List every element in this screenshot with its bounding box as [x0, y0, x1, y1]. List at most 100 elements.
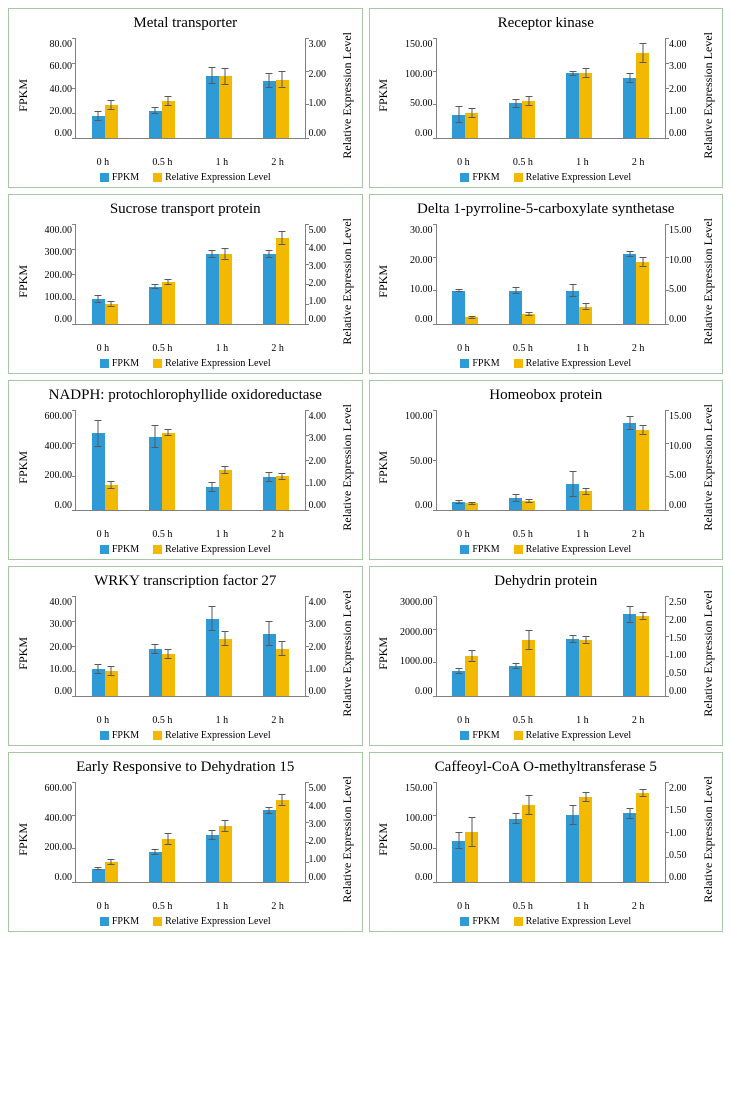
- legend: FPKMRelative Expression Level: [15, 730, 356, 741]
- chart-title: NADPH: protochlorophyllide oxidoreductas…: [15, 387, 356, 405]
- fpkm-bar: [452, 291, 465, 324]
- bar-group: [148, 839, 176, 882]
- y-axis-right-label: Relative Expression Level: [340, 35, 356, 155]
- chart-title: WRKY transcription factor 27: [15, 573, 356, 591]
- fpkm-bar: [566, 73, 579, 138]
- rel-expression-bar: [579, 307, 592, 324]
- rel-expression-bar: [276, 476, 289, 510]
- rel-expression-bar: [465, 503, 478, 510]
- chart-panel: Homeobox protein FPKM100.0050.000.00 15.00…: [369, 380, 724, 560]
- legend: FPKMRelative Expression Level: [15, 358, 356, 369]
- legend-swatch-fpkm: [100, 917, 109, 926]
- plot-area: [436, 225, 667, 325]
- chart-body: FPKM600.00400.00200.000.004.003.002.001.…: [15, 407, 356, 527]
- chart-body: FPKM30.0020.0010.000.0015.0010.005.000.0…: [376, 221, 717, 341]
- chart-title: Metal transporter: [15, 15, 356, 33]
- rel-expression-bar: [522, 501, 535, 510]
- bar-group: [451, 832, 479, 882]
- fpkm-bar: [509, 291, 522, 324]
- legend-swatch-rel: [514, 731, 523, 740]
- y-axis-left-label: FPKM: [376, 407, 392, 527]
- plot-area: [436, 39, 667, 139]
- rel-expression-bar: [579, 640, 592, 696]
- bar-group: [91, 299, 119, 324]
- fpkm-bar: [623, 813, 636, 882]
- bar-group: [508, 291, 536, 324]
- chart-title: Homeobox protein: [376, 387, 717, 405]
- x-axis-labels: 0 h0.5 h1 h2 h: [436, 157, 667, 168]
- bar-group: [205, 254, 233, 324]
- bar-group: [205, 470, 233, 510]
- fpkm-bar: [149, 111, 162, 139]
- y-axis-left-ticks: 40.0030.0020.0010.000.00: [31, 597, 75, 697]
- chart-title: Sucrose transport protein: [15, 201, 356, 219]
- legend: FPKMRelative Expression Level: [376, 730, 717, 741]
- legend-swatch-fpkm: [100, 359, 109, 368]
- legend-item-fpkm: FPKM: [460, 172, 499, 183]
- plot-area: [75, 225, 306, 325]
- y-axis-right-ticks: 5.004.003.002.001.000.00: [306, 783, 340, 883]
- y-axis-left-ticks: 100.0050.000.00: [392, 411, 436, 511]
- legend: FPKMRelative Expression Level: [15, 172, 356, 183]
- legend: FPKMRelative Expression Level: [15, 916, 356, 927]
- fpkm-bar: [452, 115, 465, 138]
- y-axis-left-ticks: 150.00100.0050.000.00: [392, 39, 436, 139]
- plot-area: [436, 783, 667, 883]
- bar-group: [622, 614, 650, 696]
- rel-expression-bar: [465, 656, 478, 696]
- legend: FPKMRelative Expression Level: [376, 916, 717, 927]
- rel-expression-bar: [219, 470, 232, 510]
- legend-swatch-fpkm: [100, 731, 109, 740]
- bar-group: [451, 113, 479, 138]
- rel-expression-bar: [162, 433, 175, 511]
- chart-body: FPKM100.0050.000.00 15.0010.005.000.00Rel…: [376, 407, 717, 527]
- fpkm-bar: [566, 484, 579, 510]
- chart-body: FPKM600.00400.00200.000.005.004.003.002.…: [15, 779, 356, 899]
- bar-group: [451, 291, 479, 324]
- bar-group: [91, 862, 119, 882]
- bar-group: [148, 433, 176, 511]
- rel-expression-bar: [636, 616, 649, 696]
- bar-group: [565, 73, 593, 138]
- x-axis-labels: 0 h0.5 h1 h2 h: [436, 901, 667, 912]
- legend-item-rel: Relative Expression Level: [153, 544, 271, 555]
- y-axis-right-ticks: 15.0010.005.000.00: [666, 411, 700, 511]
- fpkm-bar: [149, 649, 162, 697]
- legend-swatch-rel: [514, 917, 523, 926]
- bar-group: [91, 669, 119, 697]
- chart-title: Delta 1-pyrroline-5-carboxylate syntheta…: [376, 201, 717, 219]
- legend: FPKMRelative Expression Level: [376, 172, 717, 183]
- bar-group: [451, 502, 479, 510]
- plot-area: [75, 411, 306, 511]
- y-axis-left-label: FPKM: [376, 779, 392, 899]
- legend-swatch-fpkm: [460, 359, 469, 368]
- bar-group: [508, 805, 536, 883]
- chart-panel: Caffeoyl-CoA O-methyltransferase 5FPKM15…: [369, 752, 724, 932]
- y-axis-left-ticks: 30.0020.0010.000.00: [392, 225, 436, 325]
- y-axis-right-label: Relative Expression Level: [700, 221, 716, 341]
- bar-group: [451, 656, 479, 696]
- legend-item-fpkm: FPKM: [100, 544, 139, 555]
- legend-item-rel: Relative Expression Level: [514, 730, 632, 741]
- y-axis-right-label: Relative Expression Level: [700, 779, 716, 899]
- chart-grid: Metal transporterFPKM80.0060.0040.0020.0…: [8, 8, 723, 932]
- fpkm-bar: [263, 810, 276, 882]
- bar-group: [622, 254, 650, 324]
- legend-swatch-fpkm: [100, 173, 109, 182]
- legend-swatch-rel: [153, 545, 162, 554]
- bar-group: [148, 649, 176, 697]
- y-axis-left-ticks: 600.00400.00200.000.00: [31, 411, 75, 511]
- fpkm-bar: [452, 502, 465, 510]
- rel-expression-bar: [219, 76, 232, 138]
- fpkm-bar: [149, 287, 162, 325]
- y-axis-right-label: Relative Expression Level: [700, 407, 716, 527]
- y-axis-left-ticks: 400.00300.00200.00100.000.00: [31, 225, 75, 325]
- rel-expression-bar: [105, 485, 118, 510]
- legend: FPKM Relative Expression Level: [15, 544, 356, 555]
- y-axis-right-ticks: 4.003.002.001.000.00: [666, 39, 700, 139]
- legend-swatch-rel: [514, 545, 523, 554]
- chart-body: FPKM150.00100.0050.000.004.003.002.001.0…: [376, 35, 717, 155]
- bar-group: [148, 282, 176, 324]
- y-axis-right-label: Relative Expression Level: [340, 221, 356, 341]
- chart-body: FPKM150.00100.0050.000.002.001.501.000.5…: [376, 779, 717, 899]
